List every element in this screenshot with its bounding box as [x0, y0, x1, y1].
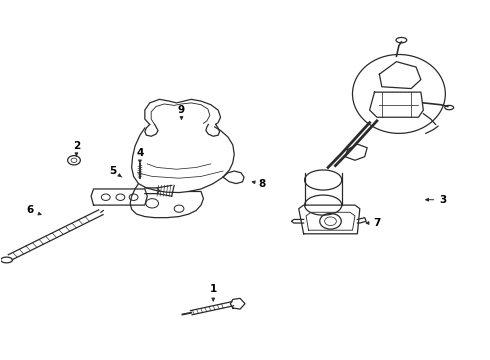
Text: 2: 2 — [73, 141, 80, 157]
Text: 4: 4 — [136, 148, 144, 164]
Text: 1: 1 — [210, 284, 217, 301]
Text: 7: 7 — [366, 218, 381, 228]
Text: 5: 5 — [109, 166, 122, 177]
Text: 6: 6 — [26, 206, 41, 216]
Text: 9: 9 — [178, 105, 185, 120]
Text: 8: 8 — [252, 179, 266, 189]
Text: 3: 3 — [426, 195, 446, 205]
